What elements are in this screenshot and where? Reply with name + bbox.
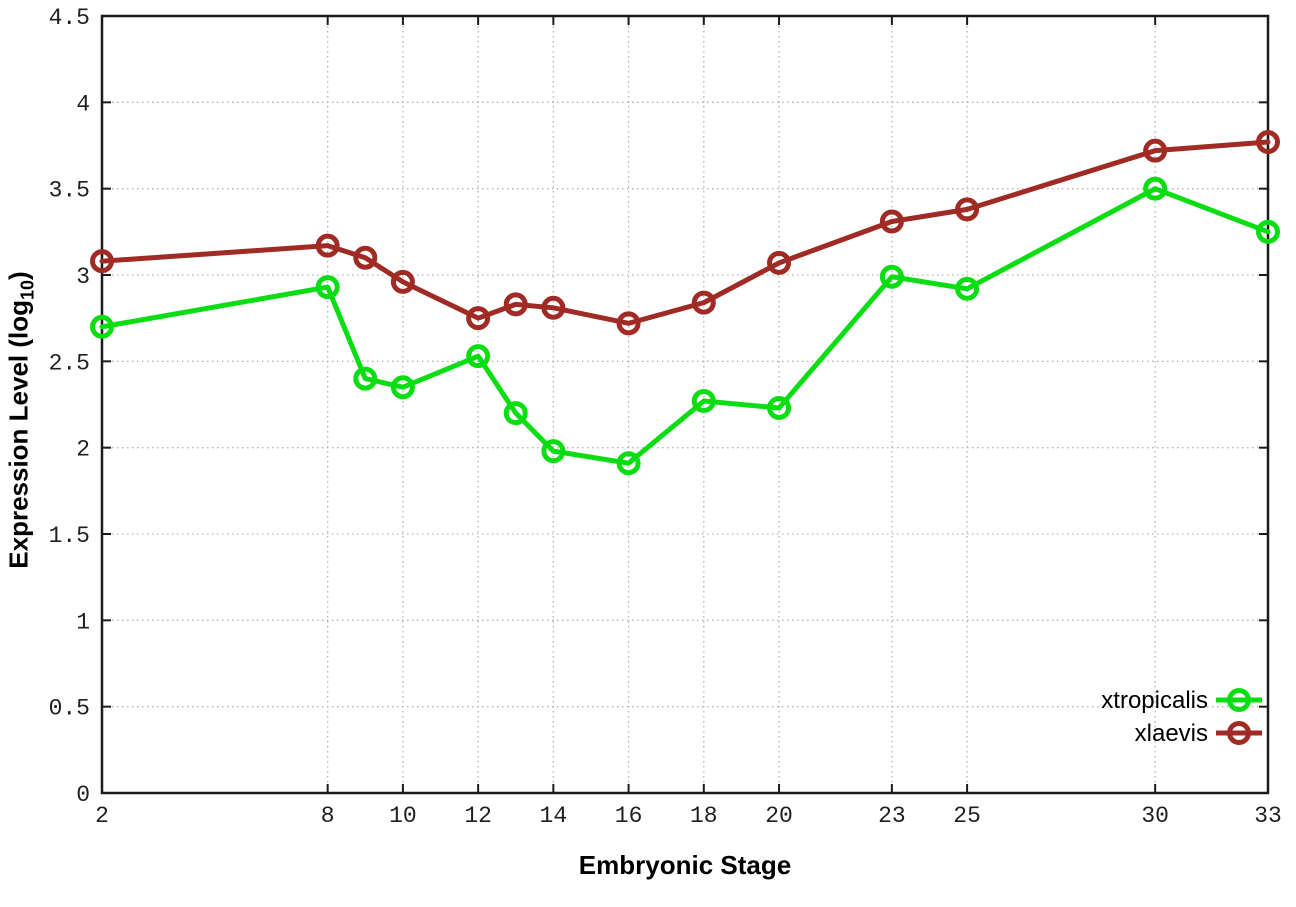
- x-tick-label: 20: [765, 803, 793, 829]
- data-point-xtropicalis: [879, 264, 904, 289]
- data-point-xlaevis: [767, 250, 792, 275]
- data-point-xtropicalis: [390, 375, 415, 400]
- y-axis-title-subscript: 10: [17, 279, 38, 300]
- data-point-xlaevis: [1256, 130, 1280, 155]
- data-point-xtropicalis: [955, 276, 980, 301]
- y-axis-title-close: ): [3, 271, 34, 280]
- data-point-xlaevis: [503, 292, 528, 317]
- x-tick-label: 14: [540, 803, 568, 829]
- data-point-xtropicalis: [691, 389, 716, 414]
- x-tick-label: 30: [1141, 803, 1169, 829]
- y-tick-label: 1: [76, 609, 90, 635]
- data-point-xlaevis: [90, 249, 114, 274]
- x-tick-label: 16: [615, 803, 643, 829]
- plot-border: [100, 14, 1270, 795]
- y-tick-label: 3.5: [49, 178, 90, 204]
- data-point-xlaevis: [616, 311, 641, 336]
- legend-sample-marker-xtropicalis: [1227, 688, 1251, 712]
- data-point-xlaevis: [1143, 138, 1168, 163]
- y-axis-title-text: Expression Level (log: [3, 299, 34, 569]
- y-tick-label: 0.5: [49, 696, 90, 722]
- data-point-xtropicalis: [503, 401, 528, 426]
- data-point-xtropicalis: [767, 395, 792, 420]
- x-tick-label: 12: [464, 803, 492, 829]
- y-tick-label: 2: [76, 437, 90, 463]
- data-point-xtropicalis: [90, 314, 114, 339]
- y-tick-label: 0: [76, 782, 90, 808]
- y-tick-label: 4: [76, 91, 90, 117]
- data-point-xlaevis: [353, 245, 378, 270]
- data-point-xlaevis: [691, 290, 716, 315]
- data-point-xlaevis: [390, 269, 415, 294]
- data-point-xlaevis: [466, 306, 491, 331]
- legend-sample-marker-xlaevis: [1227, 721, 1251, 745]
- x-axis-title: Embryonic Stage: [578, 850, 792, 880]
- x-tick-label: 25: [953, 803, 981, 829]
- y-tick-label: 4.5: [49, 5, 90, 31]
- legend-label-xtropicalis: xtropicalis: [1101, 687, 1208, 714]
- data-point-xtropicalis: [541, 439, 566, 464]
- data-point-xtropicalis: [1256, 219, 1280, 244]
- x-tick-label: 23: [878, 803, 906, 829]
- x-tick-label: 2: [95, 803, 109, 829]
- data-point-xtropicalis: [466, 344, 491, 369]
- x-tick-label: 10: [389, 803, 417, 829]
- y-axis-title: Expression Level (log10): [3, 271, 38, 568]
- data-point-xtropicalis: [616, 451, 641, 476]
- data-point-xlaevis: [879, 209, 904, 234]
- data-point-xlaevis: [955, 197, 980, 222]
- data-point-xtropicalis: [353, 366, 378, 391]
- legend-label-xlaevis: xlaevis: [1135, 720, 1208, 747]
- data-point-xlaevis: [315, 233, 340, 258]
- y-tick-label: 3: [76, 264, 90, 290]
- data-point-xtropicalis: [1143, 176, 1168, 201]
- data-point-xtropicalis: [315, 275, 340, 300]
- x-tick-label: 33: [1254, 803, 1282, 829]
- x-tick-label: 8: [321, 803, 335, 829]
- y-tick-label: 2.5: [49, 350, 90, 376]
- series-line-xtropicalis: [99, 186, 1271, 466]
- x-tick-label: 18: [690, 803, 718, 829]
- y-tick-label: 1.5: [49, 523, 90, 549]
- data-point-xlaevis: [541, 295, 566, 320]
